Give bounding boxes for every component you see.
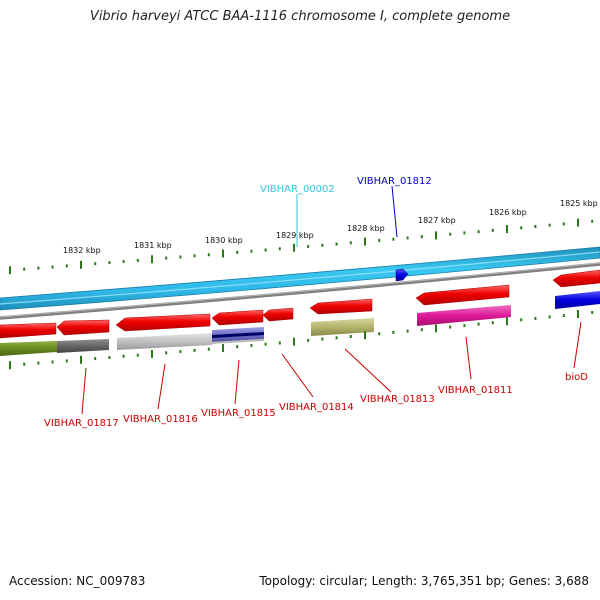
feature-track bbox=[0, 291, 600, 356]
kbp-label: 1828 kbp bbox=[347, 224, 385, 233]
gene-label-vibhar-01811[interactable]: VIBHAR_01811 bbox=[438, 385, 513, 396]
cds-arrow-vibhar-01813[interactable] bbox=[262, 307, 294, 322]
gene-label-vibhar-00002[interactable]: VIBHAR_00002 bbox=[260, 184, 335, 195]
cds-arrow-vibhar-01817[interactable] bbox=[0, 322, 57, 339]
gray-strand-highlight bbox=[0, 262, 600, 318]
leader-line bbox=[391, 185, 398, 238]
kbp-label: 1830 kbp bbox=[205, 236, 243, 245]
gene-label-vibhar-01817[interactable]: VIBHAR_01817 bbox=[44, 418, 119, 429]
feature-block-dark-gray[interactable] bbox=[57, 339, 109, 353]
gene-label-vibhar-01812[interactable]: VIBHAR_01812 bbox=[357, 176, 432, 187]
cds-arrow-vibhar-01815[interactable] bbox=[115, 313, 211, 332]
gene-label-vibhar-01814[interactable]: VIBHAR_01814 bbox=[279, 402, 354, 413]
gene-label-vibhar-01813[interactable]: VIBHAR_01813 bbox=[360, 394, 435, 405]
genome-summary-text: Topology: circular; Length: 3,765,351 bp… bbox=[259, 574, 589, 588]
feature-block-light-gray[interactable] bbox=[117, 333, 212, 350]
feature-block-light-gray-2[interactable] bbox=[212, 339, 264, 344]
feature-block-magenta[interactable] bbox=[417, 305, 511, 326]
cds-arrow-biod[interactable] bbox=[552, 269, 600, 288]
kbp-label: 1831 kbp bbox=[134, 241, 172, 250]
kbp-label: 1829 kbp bbox=[276, 231, 314, 240]
genome-title: Vibrio harveyi ATCC BAA-1116 chromosome … bbox=[89, 9, 511, 24]
kbp-scale-labels: 1832 kbp 1831 kbp 1830 kbp 1829 kbp 1828… bbox=[63, 199, 598, 255]
cds-track bbox=[0, 269, 600, 339]
gene-vibhar-01812[interactable] bbox=[395, 268, 409, 282]
cds-arrow-vibhar-01814[interactable] bbox=[211, 309, 264, 326]
backbone-highlight bbox=[0, 251, 600, 305]
feature-block-blue[interactable] bbox=[555, 291, 600, 309]
cds-arrow-vibhar-01816[interactable] bbox=[56, 319, 110, 336]
kbp-label: 1826 kbp bbox=[489, 208, 527, 217]
kbp-label: 1825 kbp bbox=[560, 199, 598, 208]
cds-arrow-vibhar-01811[interactable] bbox=[415, 284, 510, 306]
gene-label-biod[interactable]: bioD bbox=[565, 372, 588, 383]
gene-label-vibhar-01816[interactable]: VIBHAR_01816 bbox=[123, 414, 198, 425]
lower-tick-track bbox=[9, 310, 594, 370]
feature-block-dark-olive[interactable] bbox=[0, 341, 57, 356]
feature-stripe-navy bbox=[212, 332, 264, 338]
cds-arrow-vibhar-01812b[interactable] bbox=[309, 298, 373, 315]
feature-block-olive[interactable] bbox=[311, 318, 374, 336]
kbp-label: 1827 kbp bbox=[418, 216, 456, 225]
lower-leader-lines bbox=[81, 321, 582, 415]
kbp-label: 1832 kbp bbox=[63, 246, 101, 255]
accession-text: Accession: NC_009783 bbox=[9, 574, 146, 588]
gray-strand-line bbox=[0, 262, 600, 320]
upper-tick-track bbox=[9, 218, 594, 275]
backbone-band bbox=[0, 246, 600, 311]
gene-label-vibhar-01815[interactable]: VIBHAR_01815 bbox=[201, 408, 276, 419]
